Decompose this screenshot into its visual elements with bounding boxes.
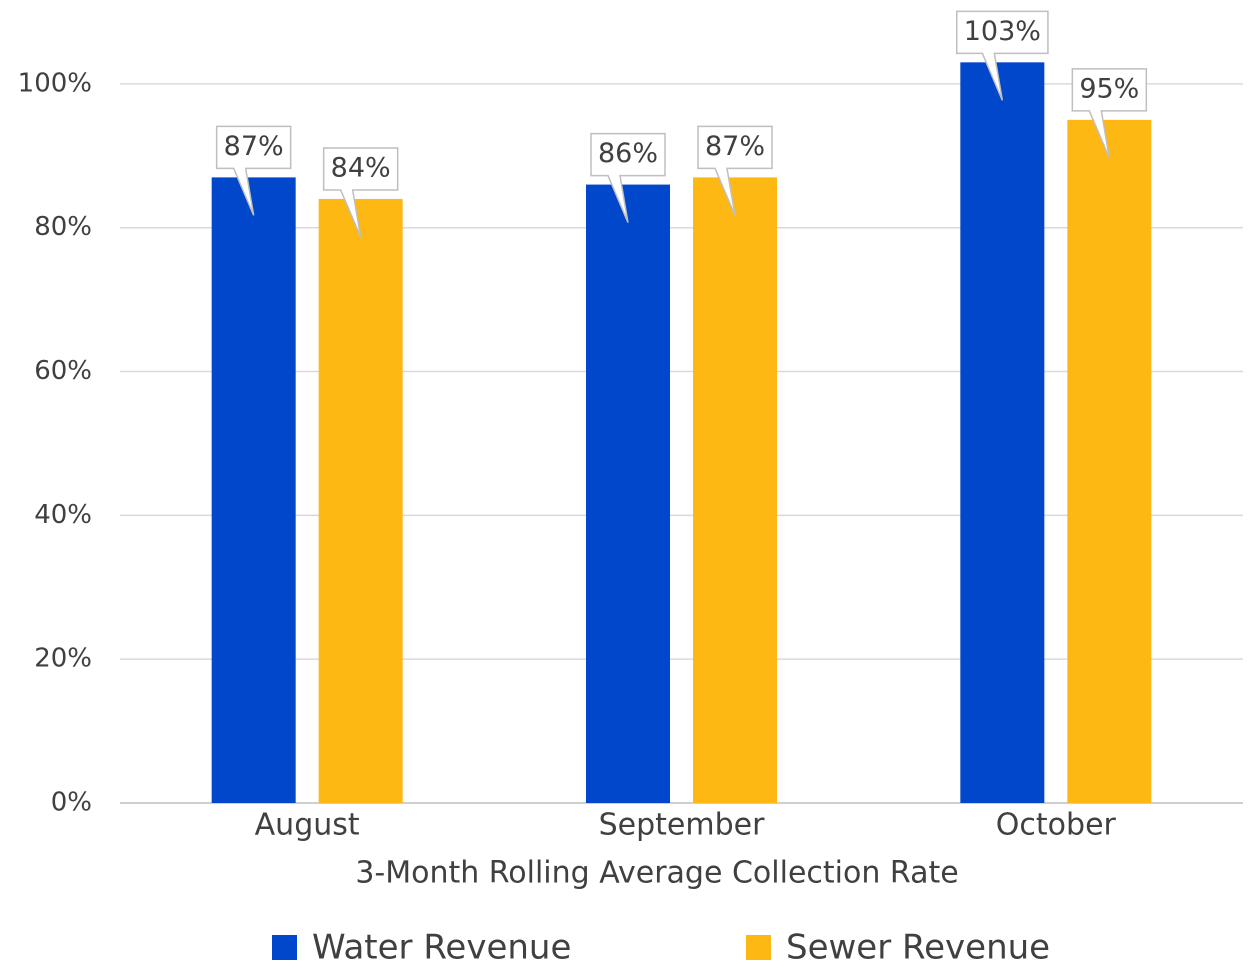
x-tick-label: September [599,808,765,843]
legend-label: Water Revenue [312,928,571,968]
y-tick-label: 100% [18,68,92,98]
callout-box [955,10,1049,101]
callout-box [322,147,399,238]
data-label: 87% [705,131,765,162]
data-label: 95% [1079,73,1139,104]
legend-swatch [272,935,297,960]
bar [1067,119,1152,803]
y-tick-label: 0% [51,788,92,818]
legend-swatch [746,935,771,960]
data-label: 103% [964,16,1041,47]
y-tick-label: 60% [34,356,92,386]
data-label: 86% [598,138,658,169]
data-label: 84% [331,152,391,183]
callout-box [215,125,292,216]
x-axis-title: 3-Month Rolling Average Collection Rate [355,856,958,891]
data-label: 87% [224,131,284,162]
bar [960,62,1045,803]
y-tick-label: 80% [34,212,92,242]
y-tick-label: 20% [34,644,92,674]
callout-box [697,125,773,216]
bar [318,198,403,804]
bar [211,177,296,803]
callout-box [590,132,666,223]
y-tick-label: 40% [34,500,92,530]
legend-label: Sewer Revenue [786,928,1050,968]
bar [586,184,670,804]
x-tick-label: October [996,808,1117,843]
x-tick-label: August [255,808,360,843]
bar [693,177,777,803]
callout-box [1071,68,1148,159]
